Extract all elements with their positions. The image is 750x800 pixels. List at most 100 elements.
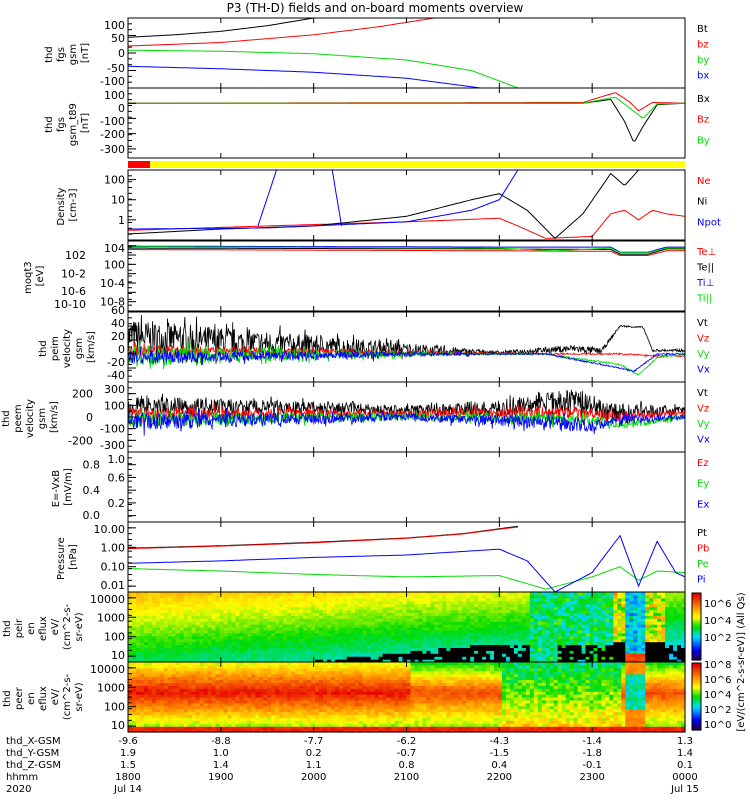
- spectrogram-cell: [565, 618, 571, 622]
- spectrogram-cell: [139, 697, 145, 701]
- spectrogram-cell: [474, 644, 479, 648]
- spectrogram-cell: [338, 624, 344, 628]
- spectrogram-cell: [291, 603, 296, 608]
- spectrogram-cell: [502, 627, 507, 631]
- y-tick-label: 50: [111, 32, 125, 45]
- spectrogram-cell: [390, 638, 396, 643]
- spectrogram-cell: [506, 609, 511, 613]
- spectrogram-cell: [450, 606, 455, 611]
- spectrogram-cell: [215, 597, 221, 602]
- spectrogram-cell: [422, 627, 427, 631]
- spectrogram-cell: [132, 697, 137, 701]
- spectrogram-cell: [235, 708, 240, 713]
- spectrogram-cell: [239, 621, 244, 625]
- spectrogram-cell: [418, 603, 423, 608]
- spectrogram-cell: [422, 615, 427, 619]
- spectrogram-cell: [199, 597, 205, 602]
- spectrogram-cell: [211, 612, 217, 616]
- spectrogram-cell: [255, 664, 260, 669]
- spectrogram-cell: [462, 647, 467, 651]
- spectrogram-cell: [430, 641, 435, 646]
- spectrogram-cell: [545, 592, 551, 596]
- spectrogram-cell: [243, 629, 248, 634]
- spectrogram-cell: [136, 708, 141, 713]
- spectrogram-cell: [346, 629, 352, 634]
- legend-ni: Ni: [697, 197, 707, 208]
- spectrogram-cell: [275, 597, 280, 602]
- spectrogram-cell: [649, 606, 654, 611]
- spectrogram-cell: [394, 618, 400, 622]
- spectrogram-cell: [183, 592, 189, 596]
- spectrogram-cell: [589, 600, 595, 605]
- spectrogram-cell: [143, 673, 149, 678]
- spectrogram-cell: [136, 609, 141, 613]
- spectrogram-cell: [426, 603, 431, 608]
- spectrogram-cell: [267, 670, 272, 675]
- spectrogram-cell: [187, 624, 193, 628]
- spectrogram-cell: [267, 592, 272, 596]
- spectrogram-cell: [271, 717, 276, 721]
- spectrogram-cell: [255, 670, 260, 675]
- spectrogram-cell: [394, 656, 400, 660]
- y-axis-label: Pressure [nPa]: [56, 534, 79, 580]
- spectrogram-cell: [179, 656, 185, 660]
- spectrogram-cell: [637, 644, 642, 648]
- spectrogram-cell: [446, 659, 451, 663]
- spectrogram-cell: [673, 650, 678, 654]
- spectrogram-cell: [326, 615, 332, 619]
- spectrogram-cell: [251, 609, 256, 613]
- spectrogram-cell: [307, 629, 312, 634]
- spectrogram-cell: [251, 711, 256, 716]
- spectrogram-cell: [470, 609, 475, 613]
- spectrogram-cell: [609, 627, 614, 631]
- spectrogram-cell: [203, 597, 209, 602]
- spectrogram-cell: [641, 612, 646, 616]
- spectrogram-cell: [139, 656, 145, 660]
- spectrogram-cell: [263, 638, 268, 643]
- spectrogram-cell: [143, 638, 149, 643]
- spectrogram-cell: [605, 638, 610, 643]
- spectrogram-cell: [303, 717, 308, 721]
- spectrogram-cell: [175, 688, 181, 692]
- spectrogram-cell: [163, 653, 169, 657]
- spectrogram-cell: [565, 659, 571, 663]
- spectrogram-cell: [211, 594, 217, 599]
- spectrogram-cell: [350, 600, 356, 605]
- spectrogram-cell: [494, 618, 499, 622]
- y-tick-label: -200: [68, 434, 93, 447]
- spectrogram-cell: [565, 621, 571, 625]
- spectrogram-cell: [163, 615, 169, 619]
- spectrogram-cell: [171, 688, 177, 692]
- spectrogram-cell: [163, 612, 169, 616]
- spectrogram-cell: [215, 705, 221, 710]
- spectrogram-cell: [243, 720, 248, 724]
- spectrogram-cell: [398, 659, 404, 663]
- spectrogram-cell: [446, 606, 451, 611]
- spectrogram-cell: [641, 627, 646, 631]
- spectrogram-cell: [307, 662, 312, 666]
- spectrogram-cell: [271, 723, 276, 727]
- spectrogram-cell: [231, 644, 236, 648]
- spectrogram-cell: [207, 600, 213, 605]
- spectrogram-cell: [319, 705, 324, 710]
- spectrogram-cell: [545, 647, 551, 651]
- spectrogram-cell: [179, 600, 185, 605]
- spectrogram-cell: [410, 600, 416, 605]
- spectrogram-cell: [498, 627, 503, 631]
- spectrogram-cell: [645, 635, 650, 640]
- spectrogram-cell: [295, 694, 300, 698]
- spectrogram-cell: [239, 653, 244, 657]
- spectrogram-cell: [263, 729, 268, 733]
- spectrogram-cell: [159, 659, 165, 663]
- spectrogram-cell: [231, 659, 236, 663]
- spectrogram-cell: [279, 635, 284, 640]
- spectrogram-cell: [454, 635, 459, 640]
- spectrogram-cell: [525, 624, 531, 628]
- spectrogram-cell: [537, 621, 543, 625]
- spectrogram-cell: [303, 621, 308, 625]
- spectrogram-cell: [263, 691, 268, 695]
- spectrogram-cell: [147, 632, 153, 637]
- spectrogram-cell: [382, 600, 388, 605]
- spectrogram-cell: [386, 618, 392, 622]
- spectrogram-cell: [553, 597, 559, 602]
